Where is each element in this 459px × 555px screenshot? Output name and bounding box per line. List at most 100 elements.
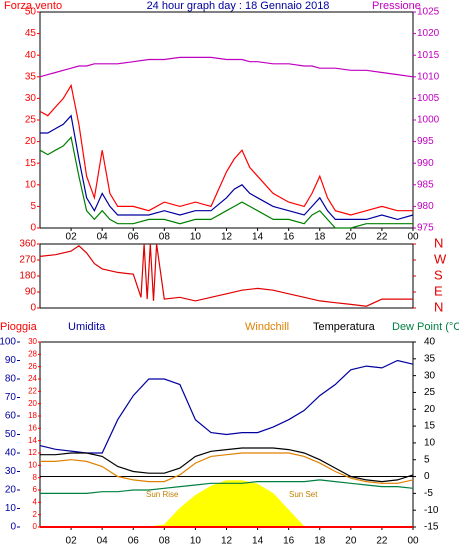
y-tick-label: 15 — [424, 421, 436, 432]
y-tick-label: 20 — [28, 399, 37, 408]
y-tick-label: 26 — [28, 362, 37, 371]
x-tick-label: 08 — [159, 536, 171, 547]
y-tick-label: -10 — [424, 505, 439, 516]
y-tick-label: 50 — [5, 429, 17, 440]
x-tick-label: 02 — [66, 536, 78, 547]
x-tick-label: 14 — [252, 536, 264, 547]
y-tick-label: 40 — [424, 337, 436, 348]
y-tick-label: S — [434, 267, 443, 282]
y-tick-label: 15 — [25, 158, 37, 169]
y-tick-label: 24 — [28, 374, 37, 383]
solar-area — [40, 480, 413, 528]
y-tick-label: N — [434, 235, 443, 250]
series-line — [40, 479, 414, 494]
y-tick-label: 10 — [25, 179, 37, 190]
annotation: Sun Set — [289, 490, 318, 499]
y-tick-label: 0 — [30, 223, 36, 234]
y-tick-label: 10 — [424, 438, 436, 449]
y-tick-label: 1020 — [417, 28, 440, 39]
x-tick-label: 18 — [314, 536, 326, 547]
y-tick-label: 2 — [33, 510, 38, 519]
y-axis-title: Forza vento — [4, 0, 62, 12]
y-tick-label: 18 — [28, 411, 37, 420]
y-tick-label: 360 — [19, 239, 36, 250]
y-tick-label: -15 — [424, 522, 439, 533]
x-tick-label: 12 — [221, 536, 233, 547]
y-tick-label: 270 — [19, 255, 36, 266]
x-tick-label: 20 — [345, 232, 357, 243]
y-tick-label: 16 — [28, 423, 37, 432]
x-tick-label: 20 — [345, 536, 357, 547]
y-tick-label: 990 — [417, 158, 434, 169]
y-tick-label: 975 — [417, 223, 434, 234]
chart-title: 24 hour graph day : 18 Gennaio 2018 — [147, 0, 330, 12]
y-tick-label: 30 — [5, 466, 17, 477]
y-tick-label: 0 — [10, 522, 16, 533]
y-tick-label: W — [434, 251, 447, 266]
x-tick-label: 00 — [407, 536, 419, 547]
y-tick-label: 980 — [417, 201, 434, 212]
y-tick-label: 30 — [424, 370, 436, 381]
series-line — [39, 136, 413, 229]
series-line — [39, 243, 413, 307]
y-tick-label: 1005 — [417, 93, 440, 104]
y-tick-label: 12 — [28, 448, 37, 457]
y-tick-label: 25 — [424, 387, 436, 398]
legend-entry: Dew Point (°C — [392, 321, 459, 333]
series-line — [40, 114, 414, 221]
y-tick-label: 20 — [5, 485, 17, 496]
legend-entry: Umidita — [68, 321, 106, 333]
y-tick-label: 1015 — [417, 50, 440, 61]
y-tick-label: 50 — [25, 7, 37, 18]
series-line — [39, 359, 414, 454]
y-tick-label: 4 — [33, 497, 38, 506]
y-tick-label: 10 — [5, 503, 17, 514]
x-tick-label: 06 — [128, 536, 140, 547]
series-line — [39, 83, 413, 216]
y-tick-label: 0 — [30, 303, 36, 314]
y-tick-label: 100 — [0, 337, 16, 348]
y-tick-label: 10 — [28, 460, 37, 469]
y-tick-label: -5 — [424, 488, 433, 499]
legend-entry: Pioggia — [0, 321, 38, 333]
x-tick-label: 22 — [376, 536, 388, 547]
series-line — [40, 447, 414, 483]
y-tick-label: 80 — [5, 374, 17, 385]
x-tick-label: 10 — [190, 536, 202, 547]
y-tick-label: 28 — [28, 349, 37, 358]
x-tick-label: 00 — [407, 232, 419, 243]
x-tick-label: 22 — [376, 232, 388, 243]
y-tick-label: 30 — [25, 93, 37, 104]
plot-frame — [39, 243, 414, 309]
y-tick-label: 90 — [5, 355, 17, 366]
y-tick-label: 5 — [30, 201, 36, 212]
y-tick-label: 30 — [28, 337, 37, 346]
y-tick-label: 20 — [25, 136, 37, 147]
y-tick-label: 40 — [25, 50, 37, 61]
y-tick-label: 35 — [424, 353, 436, 364]
x-tick-label: 04 — [97, 536, 109, 547]
y-tick-label: 0 — [424, 471, 430, 482]
y-tick-label: 22 — [28, 386, 37, 395]
legend-entry: Windchill — [245, 321, 289, 333]
y-tick-label: 180 — [19, 271, 36, 282]
y-tick-label: 5 — [424, 454, 430, 465]
x-tick-label: 08 — [159, 232, 171, 243]
x-tick-label: 04 — [97, 232, 109, 243]
y-tick-label: 1010 — [417, 71, 440, 82]
y-tick-label: 14 — [28, 436, 37, 445]
y-tick-label: 45 — [25, 28, 37, 39]
series-line — [40, 452, 414, 484]
annotation: Sun Rise — [146, 490, 179, 499]
y-tick-label: 985 — [417, 179, 434, 190]
plot-frame — [39, 11, 414, 229]
x-tick-label: 10 — [190, 232, 202, 243]
x-tick-label: 12 — [221, 232, 233, 243]
y-tick-label: 995 — [417, 136, 434, 147]
y-tick-label: 60 — [5, 411, 17, 422]
x-tick-label: 14 — [252, 232, 264, 243]
y-tick-label: 70 — [5, 392, 17, 403]
y2-axis-title: Pressione — [372, 0, 421, 12]
